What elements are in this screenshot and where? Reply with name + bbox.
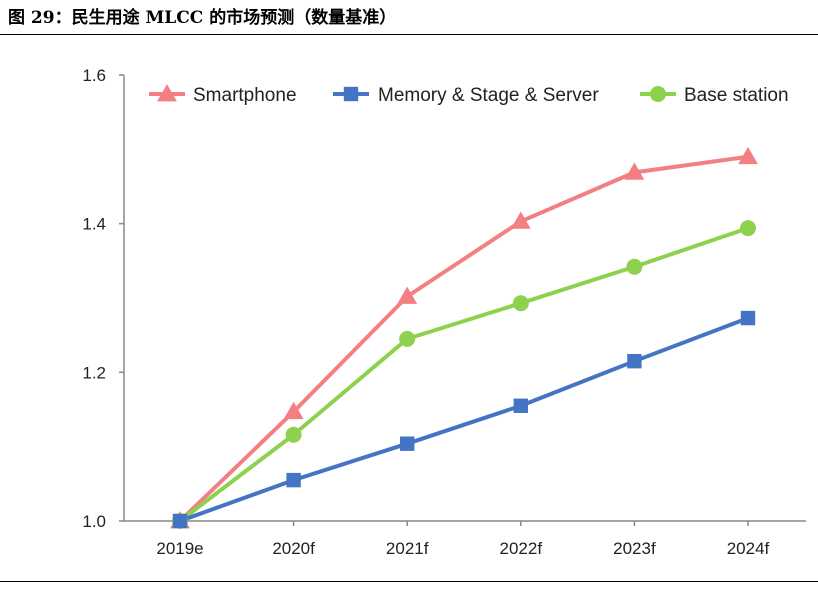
figure-title: 图 29：民生用途 MLCC 的市场预测（数量基准） — [8, 8, 397, 28]
bottom-rule — [0, 581, 818, 582]
x-tick-label: 2019e — [156, 539, 203, 558]
x-tick-label: 2022f — [500, 539, 543, 558]
series-lines — [178, 154, 749, 523]
legend-label: Base station — [684, 85, 789, 106]
x-tick-label: 2024f — [727, 539, 770, 558]
y-tick-label: 1.4 — [82, 215, 106, 234]
data-point-circle — [626, 258, 643, 275]
data-point-triangle — [283, 401, 304, 420]
legend-marker-triangle — [157, 84, 177, 102]
data-point-square — [513, 398, 528, 413]
data-point-square — [172, 513, 188, 529]
legend-marker-square — [343, 86, 359, 102]
legend-label: Smartphone — [193, 85, 297, 106]
x-tick-label: 2021f — [386, 539, 429, 558]
x-tick-label: 2023f — [613, 539, 656, 558]
y-tick-label: 1.2 — [82, 363, 106, 382]
y-tick-label: 1.6 — [82, 66, 106, 85]
series-markers — [170, 146, 758, 529]
data-point-triangle — [738, 146, 758, 165]
data-point-triangle — [397, 286, 418, 304]
data-point-circle — [740, 220, 756, 237]
data-point-circle — [285, 426, 302, 443]
top-rule — [0, 34, 818, 35]
series-line-circle — [178, 226, 749, 523]
data-point-square — [400, 436, 415, 451]
data-point-square — [627, 353, 642, 369]
chart-axes: 1.0 1.2 1.4 1.6 2019e 2020f 2021f 2022f 2023f 202… — [82, 66, 806, 558]
data-point-circle — [399, 330, 416, 347]
data-point-square — [740, 310, 756, 326]
x-tick-label: 2020f — [272, 539, 315, 558]
data-point-circle — [512, 295, 529, 312]
data-point-triangle — [624, 162, 645, 180]
legend-marker-circle — [650, 86, 666, 102]
series-line-square — [179, 316, 749, 523]
legend-label: Memory & Stage & Server — [378, 85, 599, 106]
y-tick-label: 1.0 — [82, 512, 106, 531]
data-point-triangle — [510, 211, 531, 229]
series-line-triangle — [178, 154, 749, 523]
data-point-square — [286, 472, 301, 488]
chart-legend: Smartphone Memory & Stage & Server Base st… — [149, 84, 789, 106]
